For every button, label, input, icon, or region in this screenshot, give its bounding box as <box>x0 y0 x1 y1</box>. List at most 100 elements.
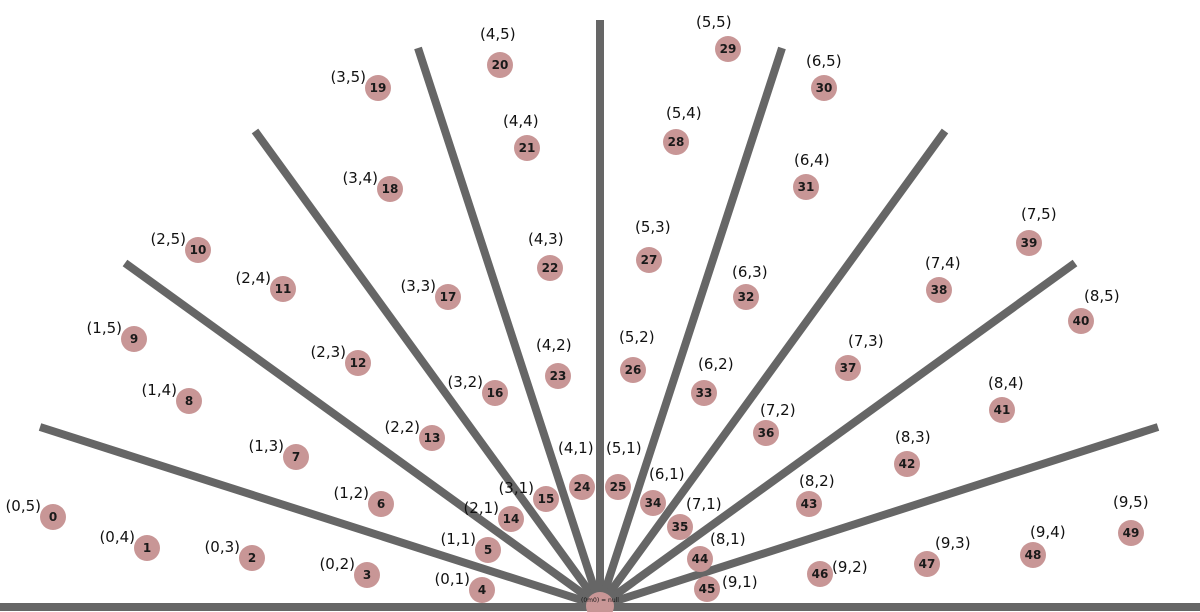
node-coordinate-label: (5,5) <box>696 13 732 31</box>
node-circle <box>894 451 920 477</box>
node-circle <box>482 380 508 406</box>
node-number: 45 <box>699 582 716 596</box>
node-35: 35 (7,1) <box>667 495 722 540</box>
node-coordinate-label: (8,1) <box>710 530 746 548</box>
node-34: 34 (6,1) <box>640 465 685 516</box>
node-36: 36 (7,2) <box>753 401 796 446</box>
node-coordinate-label: (3,1) <box>498 479 534 497</box>
node-circle <box>487 52 513 78</box>
node-coordinate-label: (0,4) <box>99 528 135 546</box>
node-coordinate-label: (1,1) <box>440 530 476 548</box>
node-circle <box>176 388 202 414</box>
node-circle <box>545 363 571 389</box>
node-coordinate-label: (3,3) <box>400 277 436 295</box>
node-6: 6 (1,2) <box>333 484 394 517</box>
node-32: 32 (6,3) <box>732 263 768 310</box>
node-circle <box>663 129 689 155</box>
node-44: 44(8,1) <box>687 530 746 572</box>
origin-label: (0m0) = null <box>581 597 619 604</box>
node-number: 15 <box>538 492 555 506</box>
node-circle <box>715 36 741 62</box>
node-circle <box>533 486 559 512</box>
node-coordinate-label: (5,4) <box>666 104 702 122</box>
node-number: 18 <box>382 182 399 196</box>
node-coordinate-label: (0,3) <box>204 538 240 556</box>
node-23: 23 (4,2) <box>536 336 572 389</box>
node-circle <box>1020 542 1046 568</box>
node-16: 16 (3,2) <box>447 373 508 406</box>
node-coordinate-label: (9,1) <box>722 573 758 591</box>
node-coordinate-label: (5,3) <box>635 218 671 236</box>
node-coordinate-label: (5,2) <box>619 328 655 346</box>
node-coordinate-label: (2,1) <box>463 499 499 517</box>
origin-node <box>586 592 614 612</box>
node-42: 42 (8,3) <box>894 428 931 477</box>
node-circle <box>636 247 662 273</box>
node-number: 24 <box>574 480 591 494</box>
node-number: 0 <box>49 510 57 524</box>
node-coordinate-label: (2,2) <box>384 418 420 436</box>
node-circle <box>354 562 380 588</box>
node-coordinate-label: (0,5) <box>5 497 41 515</box>
node-0: 0 (0,5) <box>5 497 66 530</box>
node-coordinate-label: (4,4) <box>503 112 539 130</box>
node-2: 2 (0,3) <box>204 538 265 571</box>
node-number: 4 <box>478 583 486 597</box>
node-coordinate-label: (6,3) <box>732 263 768 281</box>
node-circle <box>345 350 371 376</box>
node-coordinate-label: (5,1) <box>606 439 642 457</box>
node-circle <box>753 420 779 446</box>
node-number: 10 <box>190 243 207 257</box>
ray-1 <box>38 423 602 610</box>
node-number: 40 <box>1073 314 1090 328</box>
node-coordinate-label: (3,5) <box>330 68 366 86</box>
node-circle <box>419 425 445 451</box>
node-30: 30 (6,5) <box>806 52 842 101</box>
node-circle <box>368 491 394 517</box>
node-number: 11 <box>275 282 292 296</box>
node-number: 49 <box>1123 526 1140 540</box>
node-12: 12 (2,3) <box>310 343 371 376</box>
node-number: 5 <box>484 543 492 557</box>
node-number: 36 <box>758 426 775 440</box>
node-coordinate-label: (8,2) <box>799 472 835 490</box>
node-coordinate-label: (3,2) <box>447 373 483 391</box>
node-circle <box>796 491 822 517</box>
node-number: 14 <box>503 512 520 526</box>
node-41: 41 (8,4) <box>988 374 1024 423</box>
node-number: 12 <box>350 356 367 370</box>
node-number: 16 <box>487 386 504 400</box>
node-circle <box>1118 520 1144 546</box>
node-circle <box>1068 308 1094 334</box>
node-circle <box>569 474 595 500</box>
node-number: 35 <box>672 520 689 534</box>
node-coordinate-label: (4,2) <box>536 336 572 354</box>
node-circle <box>121 326 147 352</box>
node-number: 43 <box>801 497 818 511</box>
node-coordinate-label: (0,1) <box>434 570 470 588</box>
node-45: 45 (9,1) <box>694 573 758 602</box>
ray-2 <box>122 259 603 610</box>
node-number: 17 <box>440 290 457 304</box>
node-coordinate-label: (1,4) <box>141 381 177 399</box>
node-48: 48 (9,4) <box>1020 523 1066 568</box>
node-38: 38 (7,4) <box>925 254 961 303</box>
node-15: 15 (3,1) <box>498 479 559 512</box>
node-circle <box>270 276 296 302</box>
node-40: 40 (8,5) <box>1068 287 1120 334</box>
node-19: 19 (3,5) <box>330 68 391 101</box>
node-number: 27 <box>641 253 658 267</box>
node-number: 33 <box>696 386 713 400</box>
node-number: 20 <box>492 58 509 72</box>
node-circle <box>40 504 66 530</box>
node-circle <box>691 380 717 406</box>
node-circle <box>914 551 940 577</box>
node-number: 22 <box>542 261 559 275</box>
node-10: 10 (2,5) <box>150 230 211 263</box>
node-coordinate-label: (2,5) <box>150 230 186 248</box>
node-22: 22 (4,3) <box>528 230 564 281</box>
node-24: 24 (4,1) <box>558 439 595 500</box>
node-number: 7 <box>292 450 300 464</box>
node-circle <box>807 561 833 587</box>
